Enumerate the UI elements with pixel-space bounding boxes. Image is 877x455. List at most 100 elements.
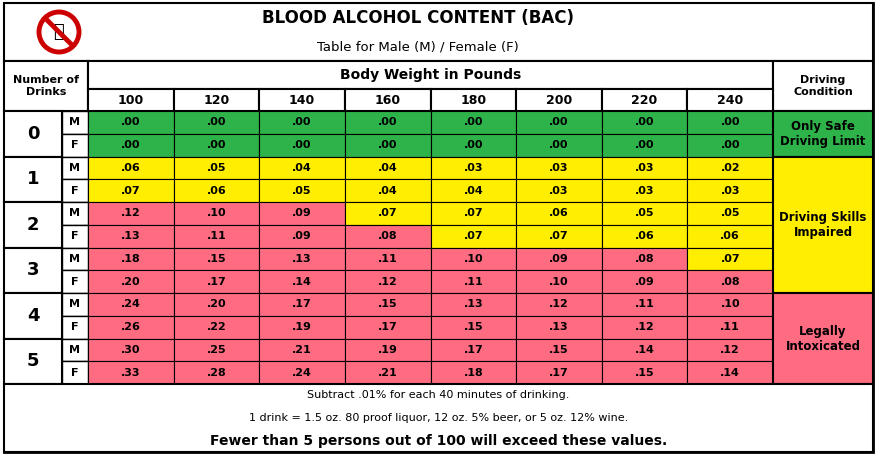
Text: .00: .00 bbox=[207, 140, 226, 150]
Text: .15: .15 bbox=[378, 299, 397, 309]
Text: Legally
Intoxicated: Legally Intoxicated bbox=[786, 324, 860, 353]
Bar bbox=[345, 361, 431, 384]
Bar bbox=[431, 134, 517, 157]
Text: .09: .09 bbox=[292, 231, 312, 241]
Text: .17: .17 bbox=[207, 277, 226, 287]
Bar bbox=[431, 89, 517, 111]
Bar bbox=[602, 270, 688, 293]
Text: .10: .10 bbox=[464, 254, 483, 264]
Bar bbox=[431, 225, 517, 248]
Text: .20: .20 bbox=[121, 277, 140, 287]
Text: .03: .03 bbox=[549, 163, 568, 173]
Bar bbox=[773, 61, 873, 111]
Text: .05: .05 bbox=[720, 208, 740, 218]
Bar bbox=[260, 361, 345, 384]
Text: .05: .05 bbox=[635, 208, 654, 218]
Text: .05: .05 bbox=[292, 186, 312, 196]
Bar bbox=[517, 339, 602, 361]
Text: .11: .11 bbox=[635, 299, 654, 309]
Text: Number of
Drinks: Number of Drinks bbox=[13, 75, 79, 97]
Text: .09: .09 bbox=[549, 254, 569, 264]
Text: .26: .26 bbox=[121, 322, 140, 332]
Bar bbox=[431, 293, 517, 316]
Bar bbox=[345, 339, 431, 361]
Bar bbox=[88, 157, 174, 179]
Text: .07: .07 bbox=[549, 231, 569, 241]
Bar bbox=[688, 157, 773, 179]
Text: .03: .03 bbox=[635, 186, 654, 196]
Text: .24: .24 bbox=[121, 299, 140, 309]
Bar bbox=[62, 248, 88, 270]
Text: Table for Male (M) / Female (F): Table for Male (M) / Female (F) bbox=[317, 40, 518, 54]
Bar bbox=[88, 361, 174, 384]
Text: 5: 5 bbox=[27, 352, 39, 370]
Bar bbox=[345, 111, 431, 134]
Bar bbox=[62, 293, 88, 316]
Text: 2: 2 bbox=[27, 216, 39, 234]
Bar bbox=[174, 179, 260, 202]
Text: F: F bbox=[71, 140, 79, 150]
Text: .22: .22 bbox=[207, 322, 226, 332]
Text: .28: .28 bbox=[207, 368, 226, 378]
Bar bbox=[62, 339, 88, 361]
Text: .00: .00 bbox=[121, 117, 140, 127]
Bar bbox=[88, 111, 174, 134]
Bar bbox=[345, 157, 431, 179]
Bar bbox=[88, 202, 174, 225]
Text: .15: .15 bbox=[635, 368, 654, 378]
Text: .13: .13 bbox=[464, 299, 483, 309]
Bar bbox=[517, 248, 602, 270]
Text: .24: .24 bbox=[292, 368, 312, 378]
Bar bbox=[174, 339, 260, 361]
Text: .03: .03 bbox=[720, 186, 740, 196]
Bar bbox=[431, 270, 517, 293]
Text: .09: .09 bbox=[635, 277, 654, 287]
Bar bbox=[62, 316, 88, 339]
Text: 140: 140 bbox=[289, 93, 315, 106]
Text: .18: .18 bbox=[463, 368, 483, 378]
Bar bbox=[345, 225, 431, 248]
Text: .03: .03 bbox=[549, 186, 568, 196]
Bar bbox=[62, 225, 88, 248]
Text: .11: .11 bbox=[463, 277, 483, 287]
Text: .11: .11 bbox=[720, 322, 740, 332]
Text: 3: 3 bbox=[27, 261, 39, 279]
Bar bbox=[602, 111, 688, 134]
Text: .33: .33 bbox=[121, 368, 140, 378]
Text: .03: .03 bbox=[635, 163, 654, 173]
Bar bbox=[174, 111, 260, 134]
Bar bbox=[773, 111, 873, 157]
Text: Driving
Condition: Driving Condition bbox=[793, 75, 852, 97]
Bar bbox=[345, 270, 431, 293]
Text: BLOOD ALCOHOL CONTENT (BAC): BLOOD ALCOHOL CONTENT (BAC) bbox=[261, 9, 574, 27]
Text: 200: 200 bbox=[545, 93, 572, 106]
Bar bbox=[4, 111, 62, 157]
Text: .00: .00 bbox=[720, 117, 740, 127]
Bar bbox=[260, 225, 345, 248]
Bar bbox=[174, 89, 260, 111]
Text: F: F bbox=[71, 277, 79, 287]
Text: .00: .00 bbox=[635, 117, 654, 127]
Bar bbox=[62, 179, 88, 202]
Bar bbox=[88, 339, 174, 361]
Text: .00: .00 bbox=[292, 117, 312, 127]
Text: .12: .12 bbox=[378, 277, 397, 287]
Bar bbox=[62, 361, 88, 384]
Text: M: M bbox=[69, 345, 81, 355]
Bar bbox=[517, 316, 602, 339]
Bar bbox=[88, 316, 174, 339]
Text: .14: .14 bbox=[292, 277, 312, 287]
Text: .21: .21 bbox=[292, 345, 312, 355]
Text: .19: .19 bbox=[378, 345, 397, 355]
Bar bbox=[345, 202, 431, 225]
Bar bbox=[602, 225, 688, 248]
Bar bbox=[62, 111, 88, 134]
Bar bbox=[345, 134, 431, 157]
Text: .11: .11 bbox=[207, 231, 226, 241]
Text: .10: .10 bbox=[549, 277, 569, 287]
Bar bbox=[174, 202, 260, 225]
Bar bbox=[602, 157, 688, 179]
Text: .12: .12 bbox=[635, 322, 654, 332]
Text: 160: 160 bbox=[374, 93, 401, 106]
Bar bbox=[602, 89, 688, 111]
